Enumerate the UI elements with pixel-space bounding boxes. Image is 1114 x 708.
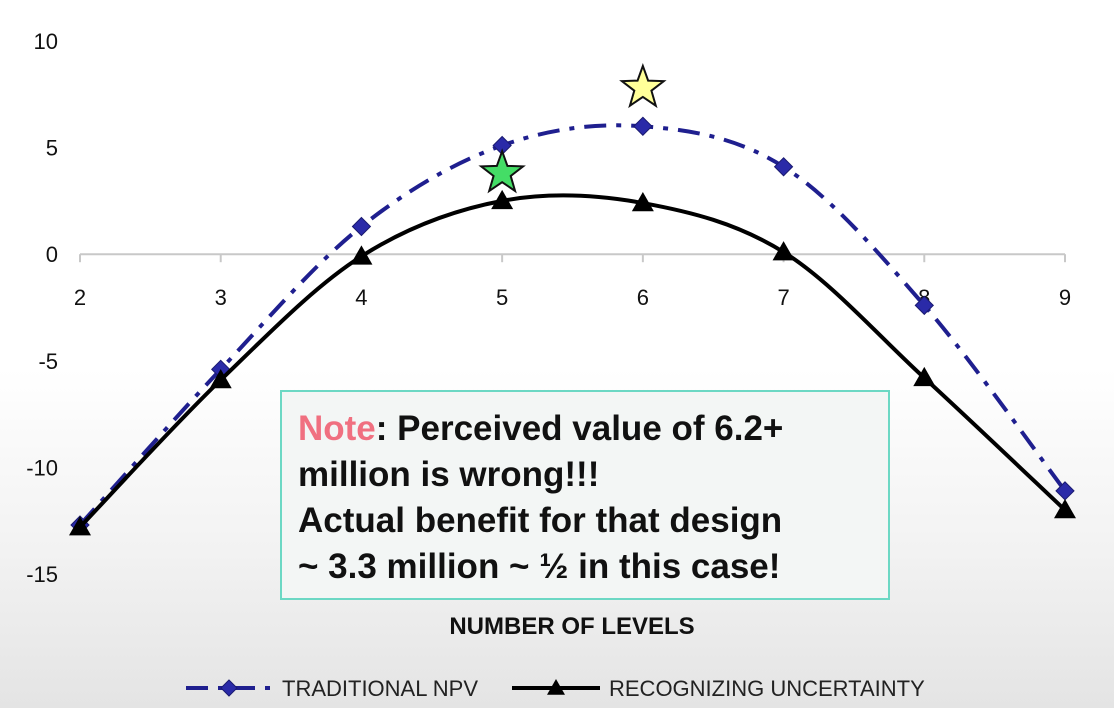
legend-label-traditional: TRADITIONAL NPV (282, 676, 478, 701)
y-tick-label: -10 (26, 455, 58, 480)
note-line-3: Actual benefit for that design (298, 501, 783, 540)
star-marker (478, 148, 526, 194)
y-tick-label: 0 (46, 242, 58, 267)
series-layer (69, 116, 1076, 536)
data-point-triangle (209, 368, 232, 389)
x-tick-label: 3 (215, 285, 227, 310)
y-tick-label: 10 (34, 29, 58, 54)
note-line-1: Note: Perceived value of 6.2+ (298, 406, 872, 452)
data-point-triangle (1054, 499, 1076, 519)
data-point-triangle (913, 366, 936, 387)
data-point-triangle (491, 189, 514, 210)
series-line (78, 123, 1067, 527)
data-point-triangle (350, 245, 373, 265)
legend-marker-diamond (220, 679, 238, 697)
note-callout: Note: Perceived value of 6.2+ million is… (280, 390, 890, 600)
data-point-triangle (631, 192, 654, 212)
x-tick-label: 6 (637, 285, 649, 310)
note-label: Note (298, 409, 376, 448)
y-axis-ticks: 10 5 0 -5 -10 -15 (26, 29, 58, 587)
star-marker (619, 62, 667, 109)
legend-marker-triangle (547, 679, 565, 695)
x-tick-label: 4 (355, 285, 367, 310)
y-tick-label: -15 (26, 562, 58, 587)
x-tick-label: 9 (1059, 285, 1071, 310)
data-point-diamond (773, 157, 794, 177)
data-point-triangle (69, 516, 91, 536)
y-tick-label: 5 (46, 136, 58, 161)
data-point-triangle (772, 241, 795, 261)
y-tick-label: -5 (38, 349, 58, 374)
data-point-diamond (914, 295, 934, 316)
legend-label-uncertainty: RECOGNIZING UNCERTAINTY (609, 676, 925, 701)
note-line-1-text: : Perceived value of 6.2+ (375, 409, 784, 448)
data-point-diamond (351, 216, 372, 237)
x-axis-ticks: 23456789 (74, 254, 1071, 310)
note-line-4: ~ 3.3 million ~ ½ in this case! (298, 547, 781, 586)
x-tick-label: 2 (74, 285, 86, 310)
x-tick-label: 5 (496, 285, 508, 310)
x-tick-label: 7 (777, 285, 789, 310)
note-line-2: million is wrong!!! (298, 455, 600, 494)
data-point-diamond (633, 116, 653, 136)
x-axis-label: NUMBER OF LEVELS (449, 613, 694, 640)
legend: TRADITIONAL NPV RECOGNIZING UNCERTAINTY (186, 676, 925, 701)
annotation-layer (478, 62, 667, 194)
